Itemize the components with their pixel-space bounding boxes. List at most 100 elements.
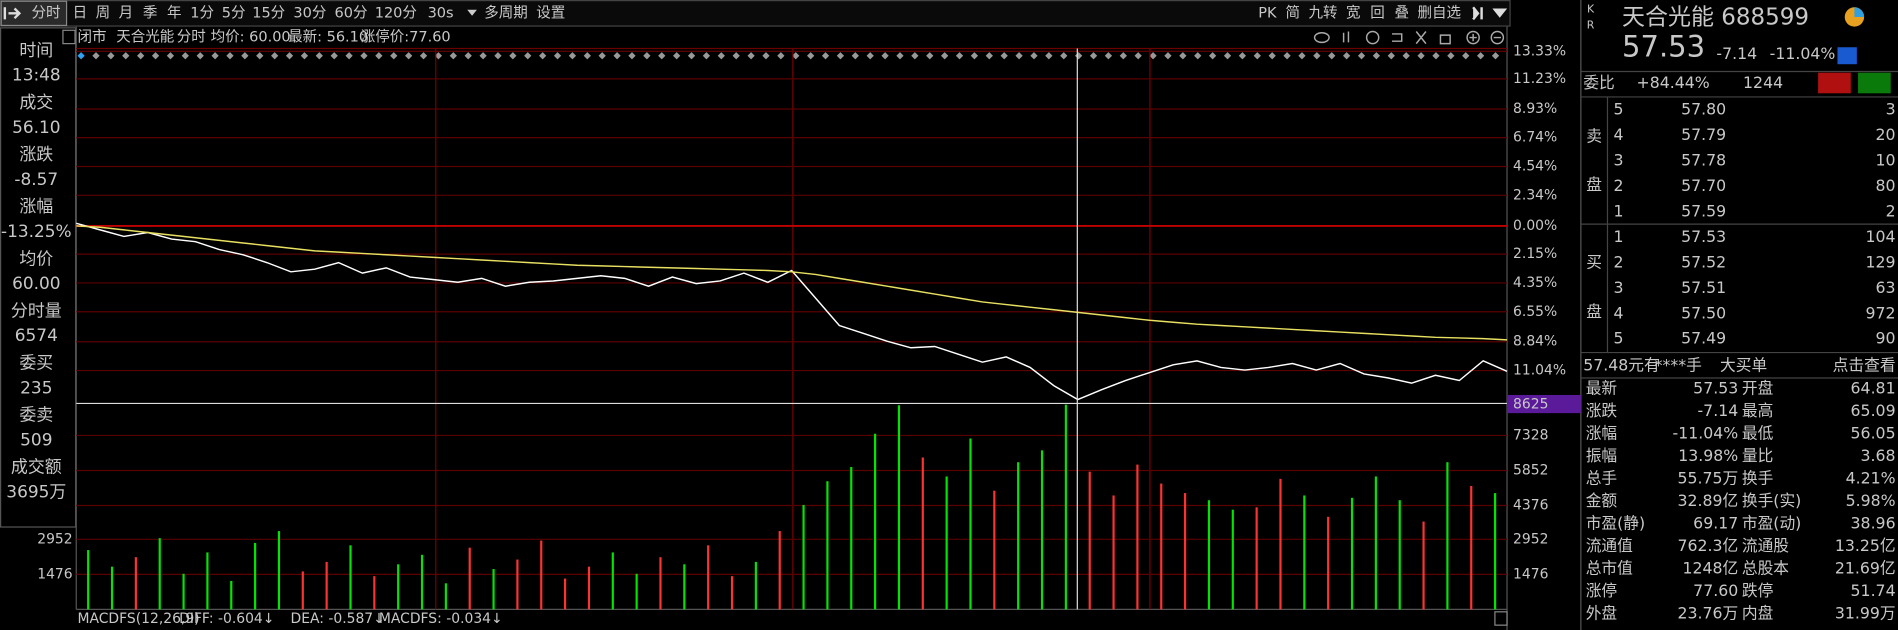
toolbar-tab[interactable]: 多周期 bbox=[484, 4, 528, 21]
marker bbox=[821, 52, 830, 60]
volume-bar bbox=[1207, 500, 1211, 610]
volume-bar bbox=[874, 433, 877, 610]
big-order: 57.48元有 bbox=[1583, 355, 1659, 374]
marker bbox=[107, 52, 115, 60]
level: 3 bbox=[1614, 278, 1624, 297]
grid bbox=[76, 47, 1508, 610]
dropdown-arrow[interactable] bbox=[467, 9, 477, 16]
volume-bar bbox=[969, 438, 972, 610]
volume-bar bbox=[1136, 464, 1139, 610]
stock-title: 天合光能 688599 bbox=[1622, 5, 1809, 31]
ratio-diff: 1244 bbox=[1743, 73, 1783, 92]
volume-bar bbox=[778, 531, 781, 610]
volume-bar bbox=[1446, 462, 1449, 610]
marker bbox=[553, 52, 562, 60]
stat-label: 换手(实) bbox=[1742, 491, 1801, 510]
big-order[interactable]: 点击查看 bbox=[1833, 355, 1896, 374]
marker bbox=[1119, 52, 1127, 60]
toolbar-button[interactable]: 删自选 bbox=[1417, 4, 1461, 21]
marker bbox=[568, 52, 577, 60]
stat-value: 32.89亿 bbox=[1677, 491, 1738, 510]
marker bbox=[345, 52, 353, 60]
toolbar-tab[interactable]: 季 bbox=[143, 4, 158, 21]
toolbar bbox=[0, 0, 1511, 27]
close-box[interactable] bbox=[62, 29, 76, 45]
labels: 分时日周月季年 1分 5分 15分 30分 60分 120分 30s 多周期 设置 PK 简九转宽回叠… bbox=[1, 3, 1896, 627]
toolbar-icons[interactable] bbox=[1472, 6, 1508, 21]
marker bbox=[941, 52, 949, 60]
volume-bar bbox=[230, 580, 233, 610]
side-label: 盘 bbox=[1586, 302, 1602, 321]
book-volume: 80 bbox=[1876, 176, 1896, 195]
marker bbox=[300, 52, 309, 60]
info-value: -8.57 bbox=[14, 169, 58, 189]
sell-button[interactable] bbox=[1858, 72, 1891, 94]
level: 2 bbox=[1614, 252, 1624, 271]
y-tick-label: 2.34% bbox=[1513, 187, 1557, 203]
stat-value: 23.76万 bbox=[1677, 604, 1738, 623]
volume-bar bbox=[1040, 450, 1044, 610]
toolbar-tab[interactable]: 设置 bbox=[536, 4, 565, 21]
marker bbox=[1462, 52, 1470, 60]
info-label: 委卖 bbox=[19, 405, 53, 425]
marker bbox=[1179, 52, 1187, 60]
toolbar-tab[interactable]: 日 bbox=[73, 5, 88, 21]
toolbar-tab[interactable]: 分时 bbox=[31, 4, 60, 21]
toolbar-button[interactable]: 叠 bbox=[1394, 4, 1409, 21]
chart-header: 闭市 bbox=[77, 29, 106, 46]
toolbar-button[interactable]: 简 bbox=[1286, 4, 1301, 21]
toolbar-tab[interactable]: 5分 bbox=[222, 4, 246, 21]
toolbar-tab[interactable]: 15分 bbox=[252, 4, 285, 21]
buy-button[interactable] bbox=[1818, 72, 1851, 94]
book-price: 57.51 bbox=[1681, 278, 1726, 297]
volume-bar bbox=[730, 576, 734, 610]
volume-bar bbox=[492, 569, 495, 610]
stat-label: 总市值 bbox=[1586, 559, 1633, 578]
collapse-icon[interactable] bbox=[3, 7, 22, 20]
stat-label: 流通值 bbox=[1586, 536, 1633, 555]
chart-tools[interactable] bbox=[1313, 30, 1505, 45]
macd-label: MACDFS(12,26,9) bbox=[77, 611, 199, 627]
close-box[interactable] bbox=[1494, 611, 1508, 626]
stat-value: 3.68 bbox=[1861, 446, 1896, 465]
stat-value: 4.21% bbox=[1846, 469, 1896, 488]
volume-bar bbox=[158, 538, 161, 610]
toolbar-tab[interactable]: 月 bbox=[119, 5, 134, 21]
volume-bar bbox=[564, 578, 567, 610]
toolbar-tab[interactable]: 1分 bbox=[190, 4, 214, 21]
toolbar-tab[interactable]: 年 bbox=[167, 4, 182, 21]
toolbar-button[interactable]: PK bbox=[1258, 5, 1277, 21]
stat-label: 跌停 bbox=[1742, 581, 1773, 600]
left-y-tick-label: 1476 bbox=[37, 566, 72, 582]
marker bbox=[687, 52, 696, 60]
level: 1 bbox=[1614, 227, 1624, 246]
ratio: +84.44% bbox=[1637, 73, 1710, 92]
stat-value: 13.25亿 bbox=[1835, 536, 1896, 555]
toolbar-tab[interactable]: 30分 bbox=[293, 4, 326, 21]
marker bbox=[911, 52, 919, 60]
volume-bar bbox=[993, 490, 996, 610]
toolbar-button[interactable]: 回 bbox=[1370, 4, 1385, 21]
stat-value: 51.74 bbox=[1851, 581, 1896, 600]
toolbar-button[interactable]: 九转 bbox=[1309, 4, 1338, 21]
toolbar-tab[interactable]: 周 bbox=[96, 4, 111, 21]
toolbar-button[interactable]: 宽 bbox=[1346, 4, 1361, 21]
toolbar-tab[interactable]: 120分 bbox=[375, 4, 417, 21]
stat-label: 开盘 bbox=[1742, 378, 1774, 397]
macd-label: MACDFS: -0.034↓ bbox=[379, 611, 503, 627]
marker bbox=[464, 52, 472, 60]
info-label: 成交额 bbox=[11, 457, 62, 477]
info-label: 涨幅 bbox=[19, 196, 53, 216]
stat-label: 市盈(静) bbox=[1586, 514, 1645, 533]
toolbar-tab[interactable]: 60分 bbox=[335, 4, 368, 21]
volume-bar bbox=[1279, 478, 1282, 610]
stat-label: 最高 bbox=[1742, 401, 1773, 420]
marker bbox=[1313, 52, 1321, 60]
stat-value: 5.98% bbox=[1846, 491, 1896, 510]
marker bbox=[1372, 52, 1381, 60]
toolbar-tab[interactable]: 30s bbox=[428, 5, 454, 21]
stat-value: 64.81 bbox=[1851, 378, 1896, 397]
side-label: 卖 bbox=[1586, 126, 1602, 145]
info-label: 涨跌 bbox=[19, 144, 53, 164]
